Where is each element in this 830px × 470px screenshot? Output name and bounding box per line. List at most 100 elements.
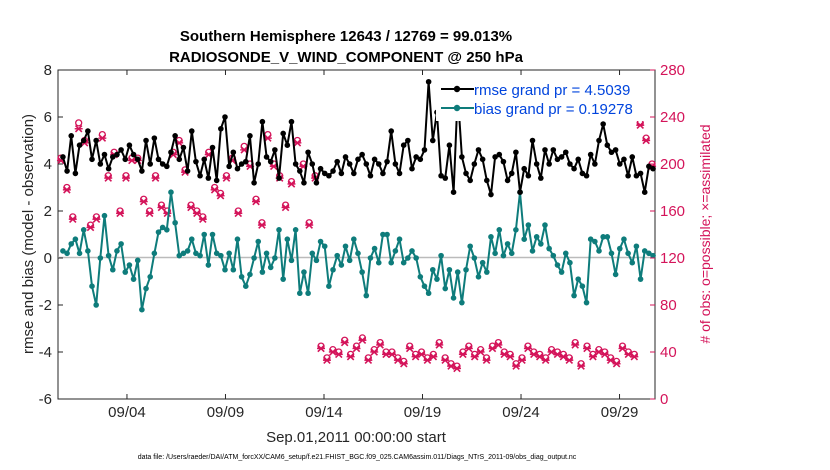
series-point-0	[272, 147, 278, 153]
series-point-1	[97, 255, 104, 261]
series-point-0	[105, 165, 112, 172]
obs-assimilated-point	[234, 209, 243, 218]
series-point-0	[467, 177, 473, 184]
series-point-1	[504, 241, 511, 247]
series-point-1	[567, 259, 573, 266]
series-point-0	[479, 156, 486, 163]
series-point-0	[209, 144, 216, 151]
series-point-1	[479, 259, 486, 266]
y-tick-label: -4	[39, 344, 52, 361]
series-point-1	[72, 236, 79, 242]
series-point-1	[126, 262, 133, 268]
series-point-0	[242, 158, 249, 165]
series-point-1	[255, 238, 262, 245]
series-point-1	[251, 255, 257, 261]
series-point-0	[342, 154, 349, 160]
series-point-1	[380, 231, 386, 238]
series-point-1	[421, 283, 428, 290]
y2-tick-label: 200	[660, 156, 685, 173]
series-point-0	[126, 142, 133, 148]
series-point-0	[542, 147, 548, 153]
obs-assimilated-point	[535, 352, 544, 361]
series-point-1	[134, 257, 141, 264]
series-point-0	[317, 165, 324, 172]
series-point-0	[139, 168, 145, 174]
obs-assimilated-point	[74, 124, 83, 133]
series-point-1	[342, 243, 349, 250]
series-point-1	[272, 255, 278, 261]
obs-assimilated-point	[157, 203, 166, 212]
series-point-0	[471, 161, 478, 167]
series-point-1	[76, 250, 83, 257]
obs-assimilated-point	[387, 350, 396, 359]
series-point-1	[646, 250, 652, 257]
series-point-1	[542, 222, 548, 228]
series-point-1	[238, 274, 245, 280]
obs-assimilated-point	[322, 356, 331, 364]
series-point-1	[346, 257, 353, 264]
series-point-0	[267, 158, 274, 165]
obs-assimilated-point	[464, 344, 473, 353]
series-point-0	[529, 137, 536, 144]
series-point-0	[251, 180, 257, 186]
obs-assimilated-point	[618, 344, 627, 353]
series-point-0	[438, 172, 444, 179]
series-point-0	[276, 175, 282, 181]
obs-assimilated-point	[340, 338, 349, 347]
series-point-0	[371, 156, 378, 163]
series-point-1	[188, 236, 195, 242]
x-axis-label: Sep.01,2011 00:00:00 start	[266, 429, 447, 446]
series-point-1	[367, 255, 374, 261]
series-point-0	[338, 170, 345, 177]
obs-assimilated-point	[565, 356, 574, 364]
series-point-0	[380, 170, 386, 177]
obs-assimilated-point	[216, 191, 225, 200]
y-tick-label: 6	[44, 109, 52, 126]
series-point-1	[384, 231, 390, 238]
series-point-0	[321, 170, 328, 177]
x-tick-label: 09/29	[601, 404, 639, 421]
obs-assimilated-point	[139, 197, 148, 206]
series-point-0	[538, 175, 544, 181]
series-point-0	[409, 165, 415, 172]
y2-tick-label: 240	[660, 109, 685, 126]
obs-assimilated-point	[523, 344, 532, 353]
series-point-1	[558, 269, 565, 275]
y2-tick-label: 40	[660, 344, 677, 361]
obs-assimilated-point	[559, 352, 568, 361]
series-point-0	[608, 149, 615, 156]
series-point-1	[554, 262, 561, 268]
series-point-1	[562, 250, 569, 257]
obs-assimilated-point	[334, 350, 343, 359]
legend-bias-marker	[453, 104, 461, 112]
y-tick-label: -2	[39, 297, 52, 314]
series-point-1	[143, 285, 149, 292]
series-point-0	[492, 154, 498, 160]
series-point-1	[621, 236, 627, 242]
obs-assimilated-point	[588, 352, 597, 361]
series-point-1	[396, 236, 403, 242]
series-point-0	[230, 149, 237, 156]
series-point-1	[405, 255, 411, 261]
series-point-0	[76, 142, 83, 148]
series-point-1	[587, 236, 594, 242]
series-point-1	[159, 224, 166, 231]
series-point-0	[147, 161, 153, 167]
series-point-1	[317, 238, 324, 245]
series-point-0	[288, 118, 295, 125]
y2-axis-label: # of obs: o=possible; ×=assimilated	[697, 124, 713, 343]
series-point-0	[459, 154, 465, 160]
obs-assimilated-point	[417, 350, 426, 359]
series-point-1	[338, 262, 345, 268]
series-point-1	[604, 234, 611, 240]
series-point-0	[122, 156, 129, 163]
series-point-0	[134, 156, 141, 163]
series-point-1	[596, 248, 602, 254]
series-point-1	[309, 250, 316, 257]
series-point-1	[209, 231, 216, 238]
y-tick-label: -6	[39, 391, 52, 408]
series-point-1	[234, 236, 241, 242]
obs-assimilated-point	[281, 203, 290, 212]
series-point-1	[425, 290, 432, 297]
series-point-1	[334, 252, 340, 259]
